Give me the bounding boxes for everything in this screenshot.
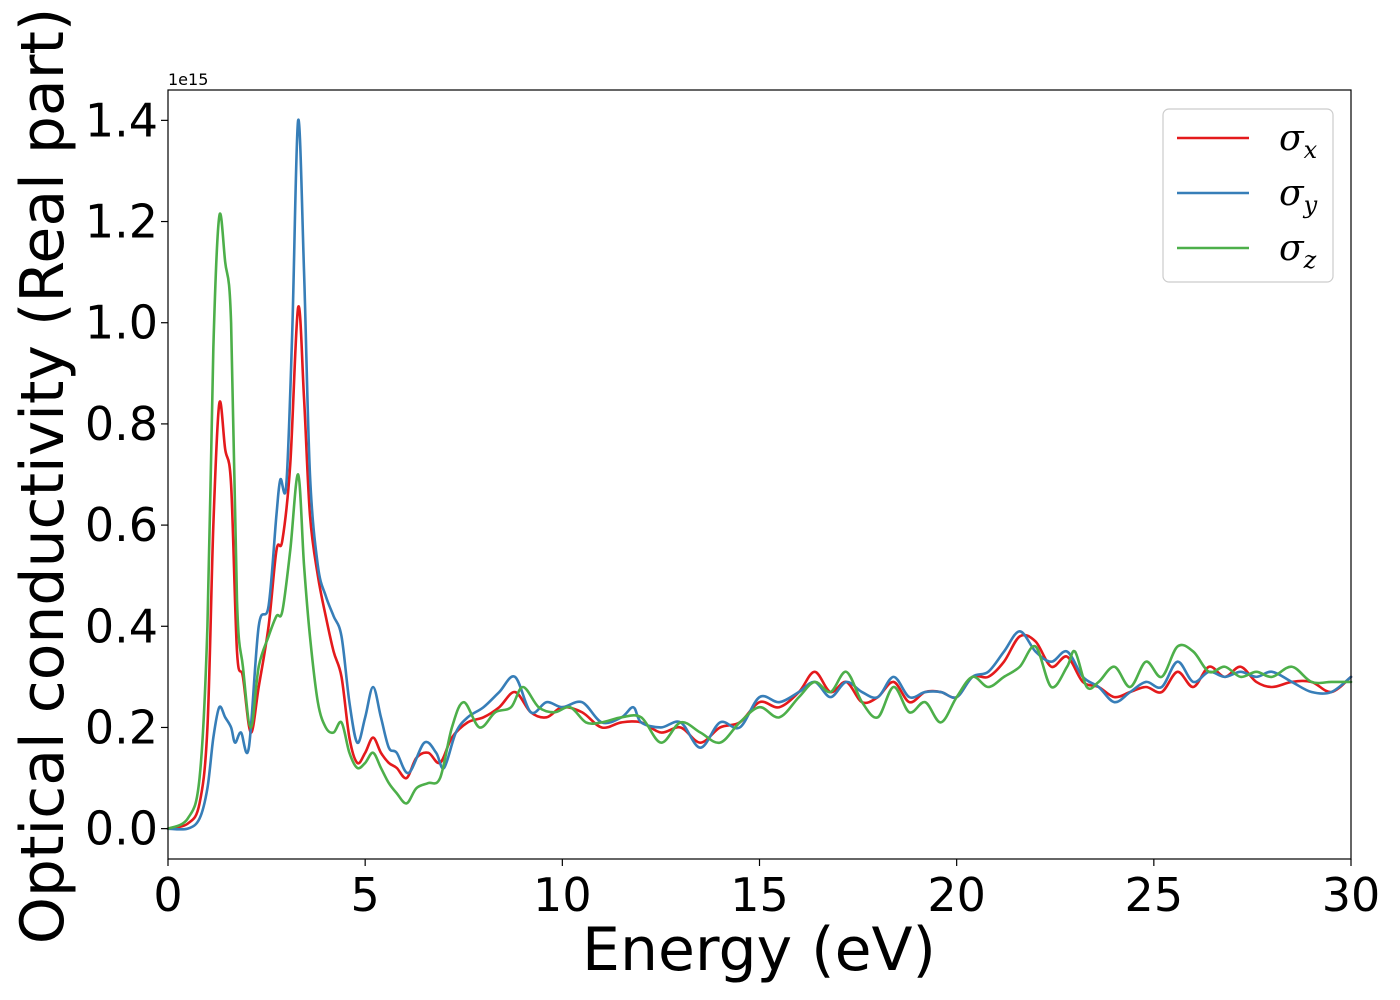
y-tick-label: 0.4 <box>85 599 158 653</box>
y-tick-label: 0.2 <box>85 700 158 754</box>
series-line-y <box>166 118 1353 831</box>
x-axis-title: Energy (eV) <box>582 915 936 985</box>
y-tick-label: 1.2 <box>85 195 158 249</box>
legend-box <box>1162 108 1334 283</box>
y-axis-title: Optical conductivity (Real part) <box>8 8 78 945</box>
y-tick-label: 1.0 <box>85 296 158 350</box>
series-line-z <box>166 212 1353 830</box>
y-tick-label: 1.4 <box>85 93 158 147</box>
y-tick-label: 0.0 <box>85 802 158 856</box>
x-tick-label: 5 <box>351 868 380 922</box>
x-tick-label: 20 <box>927 868 986 922</box>
y-offset-label: 1e15 <box>168 70 208 89</box>
x-tick-label: 0 <box>153 868 182 922</box>
x-tick-label: 10 <box>533 868 592 922</box>
x-tick-label: 30 <box>1322 868 1381 922</box>
x-tick-label: 15 <box>730 868 789 922</box>
y-tick-label: 0.8 <box>85 397 158 451</box>
x-tick-label: 25 <box>1125 868 1184 922</box>
x-axis-ticks: 0 5 10 15 20 25 30 <box>153 859 1380 922</box>
y-tick-label: 0.6 <box>85 498 158 552</box>
plot-lines <box>166 118 1353 831</box>
y-axis-ticks: 0.0 0.2 0.4 0.6 0.8 1.0 1.2 1.4 <box>85 93 168 856</box>
